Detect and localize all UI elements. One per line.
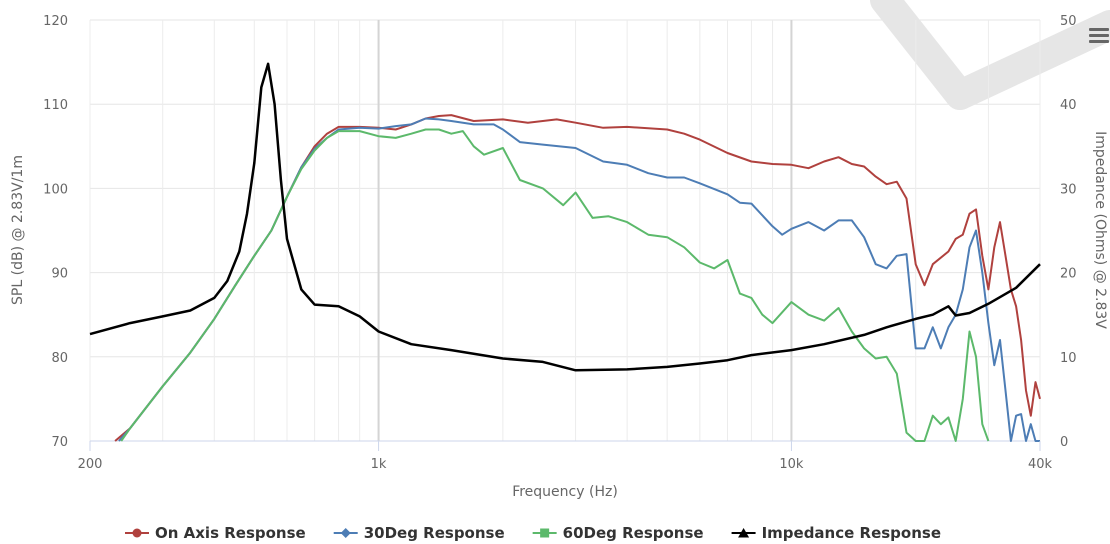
legend-marker-icon bbox=[340, 528, 351, 538]
x-tick-label: 200 bbox=[78, 457, 103, 472]
series-layer bbox=[89, 62, 1041, 442]
y2-tick-label: 0 bbox=[1060, 435, 1068, 450]
y-tick-label: 70 bbox=[51, 435, 68, 450]
legend-item-1[interactable]: 30Deg Response bbox=[333, 524, 505, 542]
series-line-3 bbox=[89, 62, 1041, 372]
legend-label: 60Deg Response bbox=[563, 524, 704, 542]
y-tick-label: 110 bbox=[43, 98, 68, 113]
x-tick-label: 10k bbox=[779, 457, 804, 472]
y-tick-label: 90 bbox=[51, 267, 68, 282]
watermark bbox=[870, 0, 1110, 110]
legend-label: 30Deg Response bbox=[364, 524, 505, 542]
series-line-2 bbox=[120, 128, 990, 442]
y2-tick-label: 10 bbox=[1060, 351, 1077, 366]
legend-marker-icon bbox=[738, 528, 750, 538]
y-tick-label: 80 bbox=[51, 351, 68, 366]
legend-item-2[interactable]: 60Deg Response bbox=[532, 524, 704, 542]
chart-menu-icon[interactable] bbox=[1089, 26, 1109, 46]
y-tick-label: 100 bbox=[43, 182, 68, 197]
legend-label: On Axis Response bbox=[155, 524, 306, 542]
left-axis-ticks: 70 80 90 100 110 120 bbox=[43, 14, 68, 450]
legend-item-3[interactable]: Impedance Response bbox=[731, 524, 941, 542]
watermark-stroke bbox=[870, 0, 975, 110]
y2-tick-label: 30 bbox=[1060, 182, 1077, 197]
series-line-1 bbox=[118, 117, 1040, 442]
right-axis-ticks: 0 10 20 30 40 50 bbox=[1060, 14, 1077, 450]
legend-marker-icon bbox=[540, 528, 550, 538]
y2-tick-label: 40 bbox=[1060, 98, 1077, 113]
y-tick-label: 120 bbox=[43, 14, 68, 29]
legend: On Axis Response 30Deg Response 60Deg Resp… bbox=[125, 524, 941, 542]
y2-tick-label: 50 bbox=[1060, 14, 1077, 29]
x-axis-title: Frequency (Hz) bbox=[512, 484, 618, 500]
y-axis-title: SPL (dB) @ 2.83V/1m bbox=[10, 155, 26, 305]
legend-label: Impedance Response bbox=[762, 524, 941, 542]
x-axis-ticks: 200 1k 10k 40k bbox=[78, 441, 1053, 472]
menu-bar-icon bbox=[1089, 28, 1109, 31]
menu-bar-icon bbox=[1089, 40, 1109, 43]
watermark-stroke bbox=[945, 10, 1110, 110]
legend-marker-icon bbox=[132, 528, 142, 538]
legend-item-0[interactable]: On Axis Response bbox=[125, 524, 306, 542]
y2-axis-title: Impedance (Ohms) @ 2.83V bbox=[1092, 131, 1108, 329]
x-tick-label: 1k bbox=[371, 457, 387, 472]
y2-tick-label: 20 bbox=[1060, 267, 1077, 282]
series-line-0 bbox=[114, 114, 1041, 442]
menu-bar-icon bbox=[1089, 34, 1109, 37]
x-tick-label: 40k bbox=[1028, 457, 1053, 472]
